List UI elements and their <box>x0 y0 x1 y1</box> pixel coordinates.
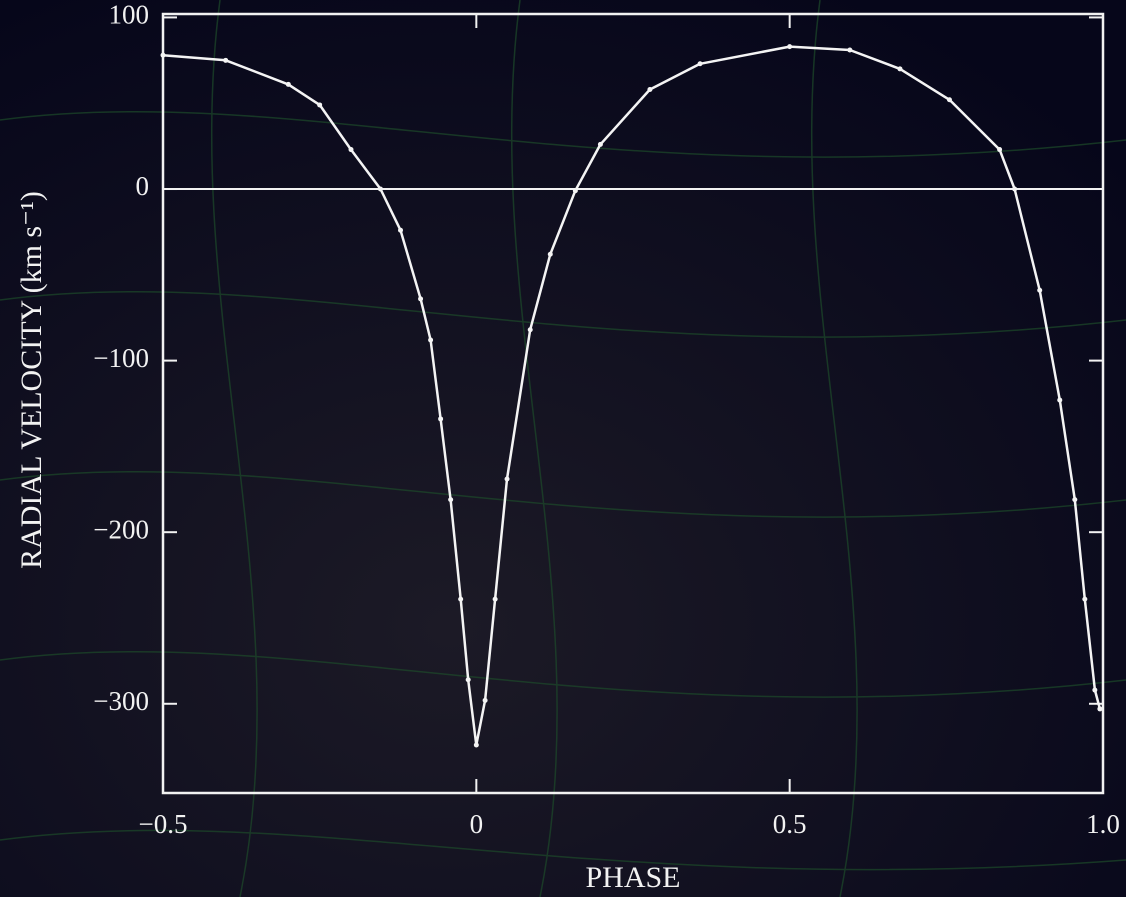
data-point <box>647 86 653 92</box>
data-point <box>160 52 166 58</box>
data-point <box>572 188 578 194</box>
plot-frame <box>161 12 1105 795</box>
data-point <box>1082 596 1088 602</box>
data-point <box>428 337 434 343</box>
data-point <box>547 251 553 257</box>
data-point <box>1012 186 1018 192</box>
y-tick-label: −100 <box>93 343 149 373</box>
data-point <box>1097 706 1103 712</box>
x-tick-label: −0.5 <box>139 809 188 839</box>
y-tick-label: 100 <box>109 0 150 30</box>
y-tick-label: −300 <box>93 686 149 716</box>
data-point <box>597 141 603 147</box>
data-point <box>1057 397 1063 403</box>
data-point <box>847 47 853 53</box>
data-point <box>897 66 903 72</box>
data-point <box>317 102 323 108</box>
x-tick-label: 1.0 <box>1086 809 1120 839</box>
data-point <box>697 61 703 67</box>
data-point <box>997 147 1003 153</box>
y-tick-label: −200 <box>93 514 149 544</box>
data-point <box>458 596 464 602</box>
data-point <box>527 327 533 333</box>
data-point <box>223 57 229 63</box>
data-point <box>285 81 291 87</box>
data-point <box>1037 287 1043 293</box>
data-point <box>377 186 383 192</box>
data-point <box>946 97 952 103</box>
data-point <box>1072 497 1078 503</box>
data-point <box>482 697 488 703</box>
y-tick-label: 0 <box>136 171 150 201</box>
x-tick-label: 0.5 <box>773 809 807 839</box>
data-point <box>473 742 479 748</box>
data-point <box>448 497 454 503</box>
data-point <box>398 227 404 233</box>
data-point <box>348 147 354 153</box>
data-point <box>418 296 424 302</box>
data-point <box>465 677 471 683</box>
x-axis-title: PHASE <box>585 861 680 894</box>
x-tick-label: 0 <box>470 809 484 839</box>
data-point <box>504 476 510 482</box>
data-point <box>492 596 498 602</box>
data-point <box>787 44 793 50</box>
y-axis-title: RADIAL VELOCITY (km s⁻¹) <box>15 191 48 569</box>
data-point <box>438 416 444 422</box>
data-point <box>1092 687 1098 693</box>
